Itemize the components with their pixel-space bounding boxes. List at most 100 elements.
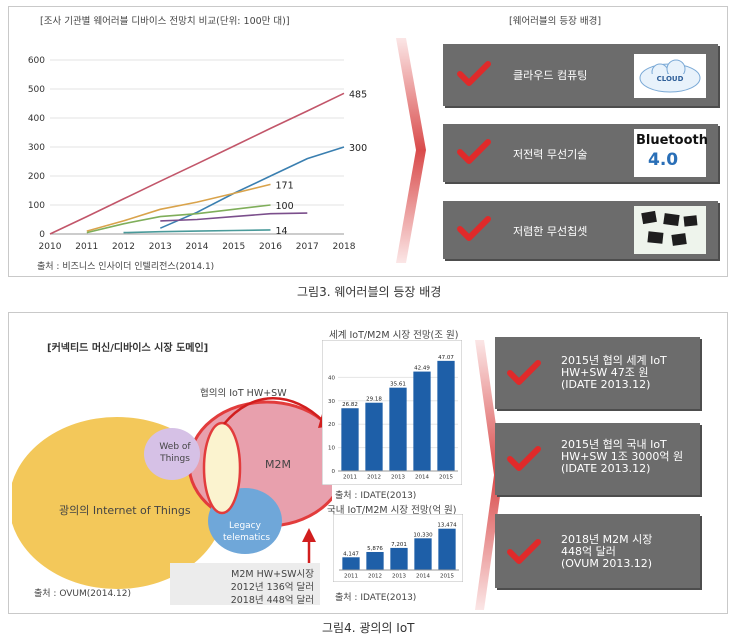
item-label: 저전력 무선기술 [513,148,588,161]
series-line-1 [159,146,345,229]
check-icon [457,61,491,86]
bar [413,371,431,471]
bar [390,547,408,570]
x-tick-label: 2012 [368,574,382,580]
bar-value-label: 29.18 [366,397,382,403]
series-line-2 [86,183,271,232]
market-box-1: 2015년 협의 세계 IoT HW+SW 47조 원 (IDATE 2013.… [495,337,700,409]
bar-value-label: 26.82 [342,402,358,408]
y-tick-label: 20 [328,422,335,428]
legacy-telematics-label: Legacy telematics [223,521,271,543]
domain-title: [커넥티드 머신/디바이스 시장 도메인] [47,343,209,354]
y-tick-label: 200 [28,172,45,182]
y-tick-label: 40 [328,375,335,381]
x-tick-label: 2018 [333,242,356,252]
x-tick-label: 2013 [392,574,406,580]
x-tick-label: 2016 [259,242,282,252]
series-end-label: 171 [276,180,294,191]
bar-value-label: 7,201 [391,542,407,548]
y-tick-label: 500 [28,85,45,95]
series-line-5 [123,229,271,234]
bar [438,528,456,570]
korea-iot-bar-chart: 4,147 2011 5,876 2012 7,201 2013 10,330 2014 13,… [333,514,463,582]
item-label: 저렴한 무선칩셋 [513,225,588,238]
x-tick-label: 2014 [186,242,209,252]
bar [437,360,455,471]
y-tick-label: 0 [39,230,45,240]
x-tick-label: 2015 [222,242,245,252]
chipset-image [634,206,706,254]
series-line-3 [86,204,271,234]
background-item-bluetooth: 저전력 무선기술 Bluetooth 4.0 [443,124,718,182]
y-tick-label: 400 [28,114,45,124]
m2m-label: M2M [265,458,291,471]
market-box-3: 2018년 M2M 시장 448억 달러 (OVUM 2013.12) [495,514,700,588]
item-label: 클라우드 컴퓨팅 [513,69,588,82]
bar-value-label: 13,474 [437,523,457,529]
m2m-market-note: M2M HW+SW시장 2012년 136억 달러 2018년 448억 달러 [170,563,320,606]
series-end-label: 14 [276,226,288,237]
series-line-0 [49,92,345,235]
series-line-4 [160,212,308,222]
background-item-cloud: 클라우드 컴퓨팅 CLOUD [443,44,718,106]
wearable-forecast-line-chart: 0 100 200 300 400 500 600 2010 2011 2012 2013 2014 2… [28,56,367,252]
narrow-iot-ellipse [202,421,242,515]
bluetooth-4-logo: Bluetooth 4.0 [634,129,708,177]
world-iot-bar-chart: 0 10 20 30 40 26.82 2011 29.18 2012 35.61 2013 42.4… [322,340,462,485]
bar-value-label: 47.07 [438,355,454,361]
bar-chart-2-title: 국내 IoT/M2M 시장 전망(억 원) [327,505,457,516]
x-tick-label: 2012 [367,475,381,481]
background-item-chipset: 저렴한 무선칩셋 [443,201,718,259]
y-tick-label: 30 [328,399,335,405]
bar-value-label: 10,330 [413,532,433,538]
bar [366,551,384,570]
x-tick-label: 2015 [440,574,454,580]
venn-source: 출처 : OVUM(2014.12) [34,589,131,599]
y-tick-label: 300 [28,143,45,153]
x-tick-label: 2015 [439,475,453,481]
y-tick-label: 10 [328,446,335,452]
bar-chart-1-title: 세계 IoT/M2M 시장 전망(조 원) [329,330,459,341]
bar-chart-1-source: 출처 : IDATE(2013) [335,491,417,501]
narrow-iot-label: 협의의 IoT HW+SW [200,388,287,399]
bar-value-label: 35.61 [390,382,406,388]
figure4-caption: 그림4. 광의의 IoT [322,621,415,635]
x-tick-label: 2013 [391,475,405,481]
x-tick-label: 2014 [415,475,429,481]
bar [342,557,360,570]
bar-value-label: 42.49 [414,366,430,372]
bar-value-label: 4,147 [343,551,359,557]
bar [341,408,359,471]
web-of-things-label: Web of Things [159,442,191,464]
line-chart-title: [조사 기관별 웨어러블 디바이스 전망치 비교(단위: 100만 대)] [40,16,290,27]
check-icon [457,216,491,241]
check-icon [507,360,541,385]
y-tick-label: 0 [332,469,336,475]
check-icon [507,539,541,564]
check-icon [457,139,491,164]
series-end-label: 485 [349,89,367,100]
bar [414,538,432,570]
bar [389,387,407,471]
bar-value-label: 5,876 [367,546,383,552]
broad-iot-label: 광의의 Internet of Things [59,504,191,517]
x-tick-label: 2010 [39,242,62,252]
x-tick-label: 2017 [296,242,319,252]
chevron-divider-1 [396,38,426,263]
market-box-2: 2015년 협의 국내 IoT HW+SW 1조 3000억 원 (IDATE … [495,423,700,495]
web-ellipse [144,428,200,480]
iot-venn-diagram [12,397,332,604]
series-end-label: 300 [349,143,367,154]
series-end-label: 100 [276,201,294,212]
line-chart-source: 출처 : 비즈니스 인사이더 인텔리전스(2014.1) [37,262,215,272]
background-title: [웨어러블의 등장 배경] [509,16,602,27]
figure3-caption: 그림3. 웨어러블의 등장 배경 [297,285,442,299]
y-tick-label: 100 [28,201,45,211]
cloud-computing-logo: CLOUD [634,54,706,98]
bar-chart-2-source: 출처 : IDATE(2013) [335,593,417,603]
red-link-arrow [223,397,325,425]
y-tick-label: 600 [28,56,45,66]
x-tick-label: 2012 [112,242,135,252]
svg-text:CLOUD: CLOUD [657,75,684,83]
x-tick-label: 2011 [344,574,358,580]
